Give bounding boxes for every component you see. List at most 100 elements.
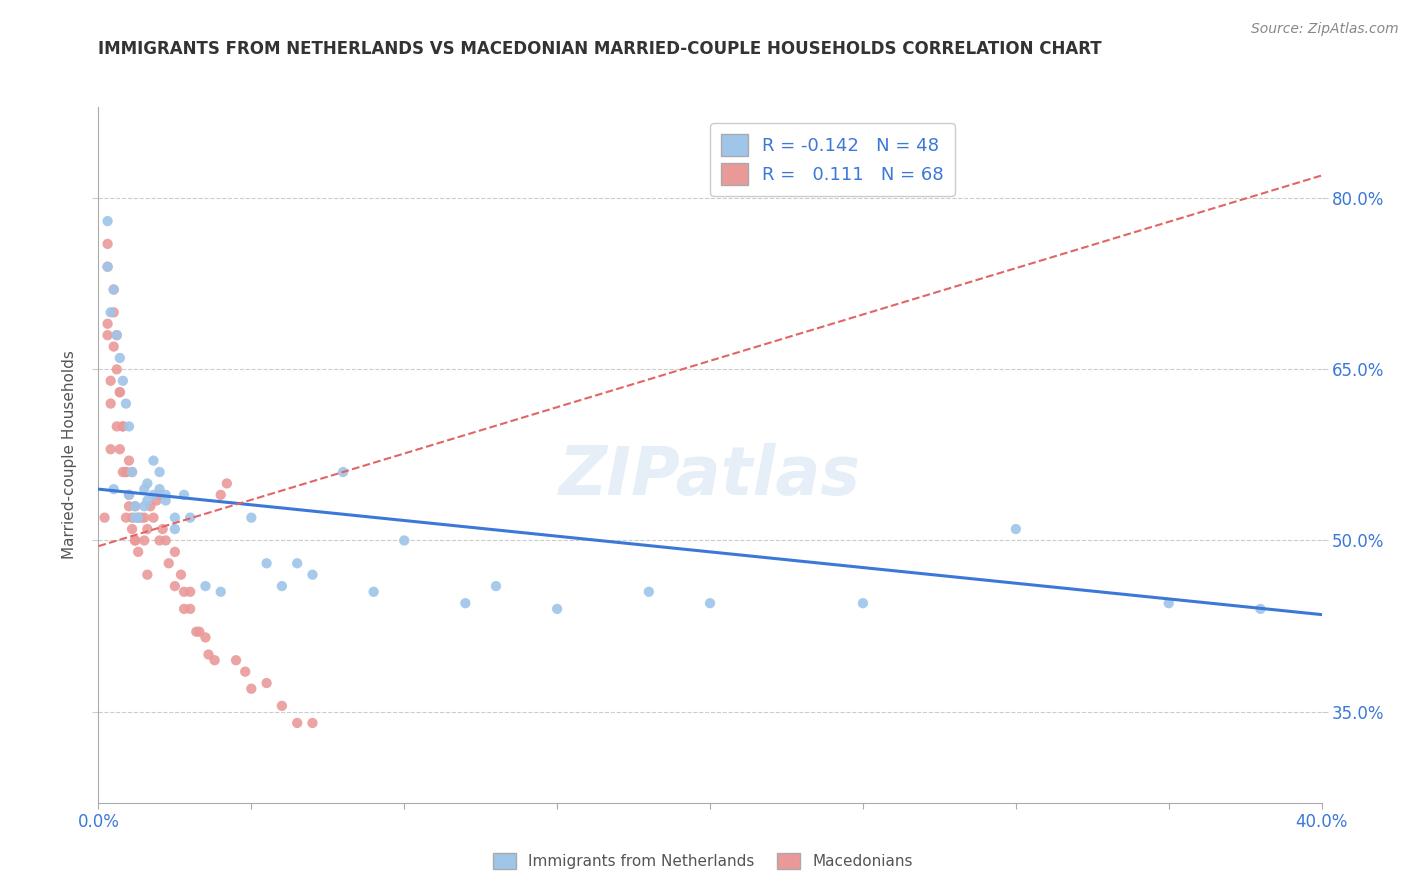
Point [209,584,232,599]
Point [111,419,134,434]
Point [136,567,159,582]
Point [155,533,177,548]
Point [121,465,143,479]
Text: ZIPatlas: ZIPatlas [560,442,860,508]
Point [852,596,875,610]
Point [108,351,131,365]
Point [149,465,172,479]
Point [134,533,156,548]
Point [111,374,134,388]
Point [270,698,292,713]
Point [225,653,247,667]
Point [152,522,174,536]
Point [118,419,141,434]
Point [124,533,146,548]
Point [127,545,149,559]
Point [179,602,201,616]
Point [97,214,120,228]
Point [118,488,141,502]
Point [136,493,159,508]
Point [100,442,122,457]
Point [233,665,256,679]
Point [285,556,308,570]
Point [105,328,128,343]
Point [103,340,125,354]
Point [108,385,131,400]
Point [111,419,134,434]
Point [93,510,115,524]
Point [149,482,172,496]
Point [103,482,125,496]
Point [301,715,323,730]
Point [173,488,195,502]
Point [124,510,146,524]
Point [194,579,217,593]
Point [136,476,159,491]
Point [111,465,134,479]
Legend: Immigrants from Netherlands, Macedonians: Immigrants from Netherlands, Macedonians [486,847,920,875]
Point [139,500,162,514]
Point [108,385,131,400]
Point [163,522,186,536]
Point [485,579,508,593]
Point [103,305,125,319]
Point [392,533,416,548]
Y-axis label: Married-couple Households: Married-couple Households [62,351,77,559]
Point [100,374,122,388]
Point [121,522,143,536]
Point [157,556,180,570]
Point [105,362,128,376]
Point [204,653,226,667]
Point [100,396,122,410]
Point [173,602,195,616]
Point [170,567,193,582]
Point [124,500,146,514]
Point [363,584,385,599]
Point [105,328,128,343]
Text: Source: ZipAtlas.com: Source: ZipAtlas.com [1251,22,1399,37]
Point [285,715,308,730]
Point [179,584,201,599]
Point [1004,522,1026,536]
Text: IMMIGRANTS FROM NETHERLANDS VS MACEDONIAN MARRIED-COUPLE HOUSEHOLDS CORRELATION : IMMIGRANTS FROM NETHERLANDS VS MACEDONIA… [98,40,1102,58]
Point [637,584,661,599]
Point [134,482,156,496]
Point [256,676,278,690]
Point [124,500,146,514]
Point [115,465,138,479]
Point [301,567,323,582]
Point [149,533,172,548]
Point [188,624,211,639]
Point [142,453,165,467]
Point [163,579,186,593]
Point [103,283,125,297]
Point [97,236,120,251]
Point [1249,602,1271,616]
Point [454,596,477,610]
Point [546,602,568,616]
Point [173,584,195,599]
Point [134,500,156,514]
Point [240,510,263,524]
Point [127,510,149,524]
Point [115,465,138,479]
Point [163,545,186,559]
Point [209,488,232,502]
Point [186,624,208,639]
Point [699,596,721,610]
Point [134,510,156,524]
Point [103,283,125,297]
Point [332,465,354,479]
Point [179,510,201,524]
Point [118,488,141,502]
Point [240,681,263,696]
Point [97,260,120,274]
Point [97,328,120,343]
Point [145,493,167,508]
Point [118,500,141,514]
Point [1157,596,1180,610]
Point [121,465,143,479]
Point [115,510,138,524]
Point [142,488,165,502]
Point [149,488,172,502]
